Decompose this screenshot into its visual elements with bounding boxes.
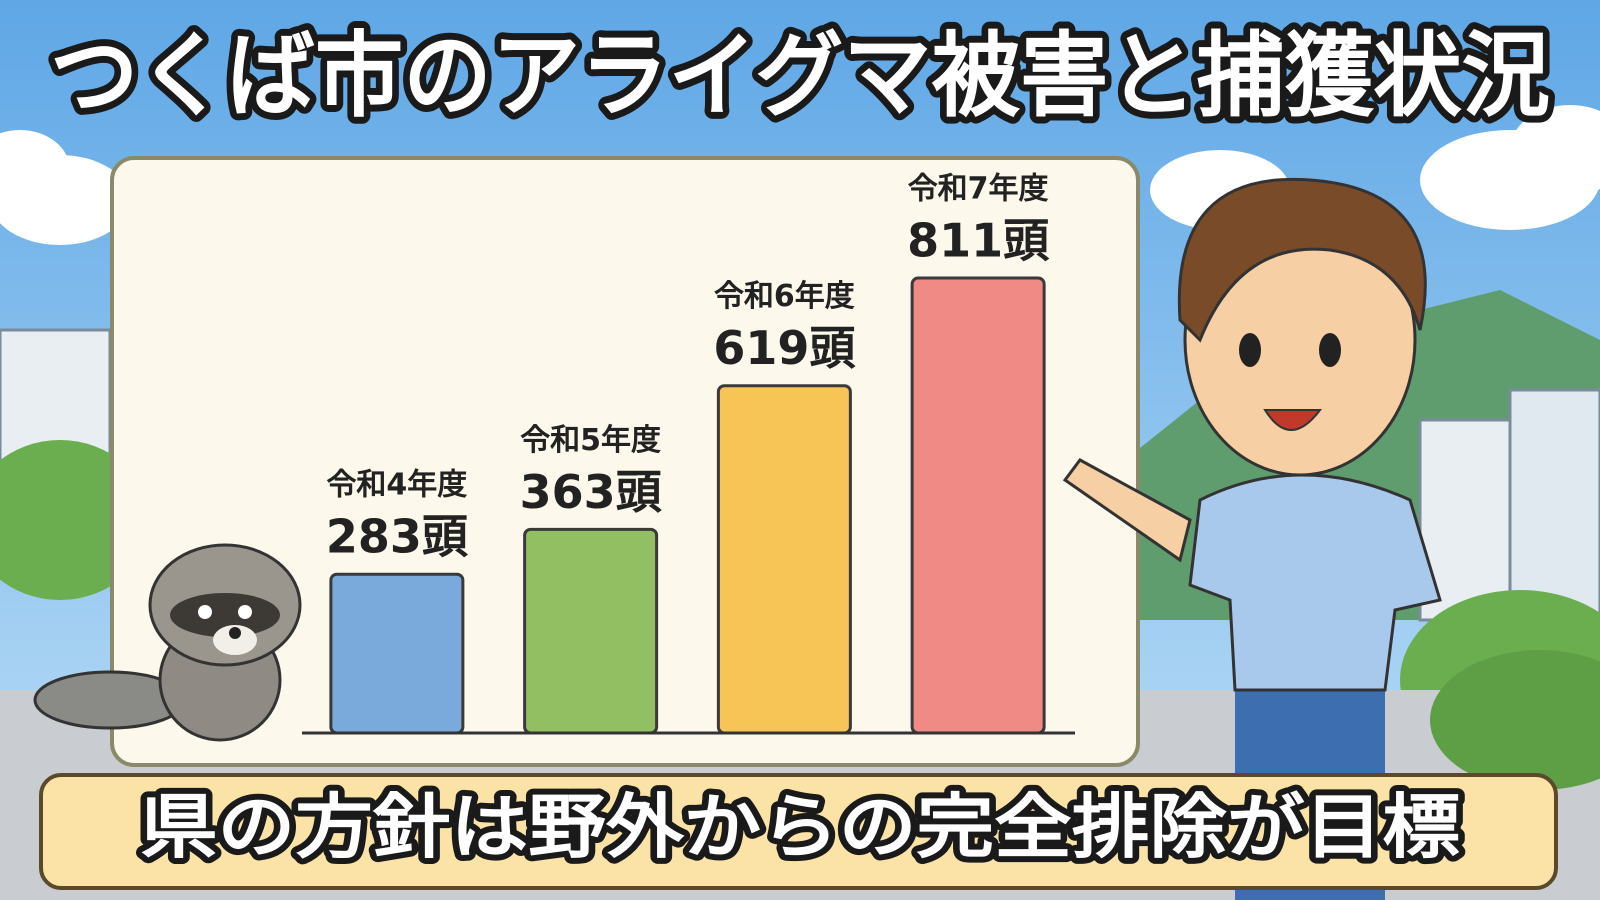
bar xyxy=(329,572,465,735)
category-label: 令和5年度 xyxy=(520,423,661,458)
category-label: 令和6年度 xyxy=(714,279,855,314)
bar xyxy=(716,384,852,735)
value-label: 811頭 xyxy=(907,214,1050,268)
category-label: 令和7年度 xyxy=(908,172,1049,207)
value-label: 619頭 xyxy=(713,321,856,375)
bar xyxy=(523,527,659,735)
caption: 県の方針は野外からの完全排除が目標 xyxy=(140,786,1460,868)
chart-title: つくば市のアライグマ被害と捕獲状況 xyxy=(50,22,1550,129)
raccoon xyxy=(33,543,302,742)
bar xyxy=(910,276,1046,735)
caption-box xyxy=(39,773,1558,890)
plot: 283頭 令和4年度 363頭 令和5年度 619頭 令和6年度 811頭 令和7年度 xyxy=(302,172,1075,735)
value-label: 363頭 xyxy=(520,465,663,519)
value-label: 283頭 xyxy=(326,510,469,564)
category-label: 令和4年度 xyxy=(326,468,467,503)
